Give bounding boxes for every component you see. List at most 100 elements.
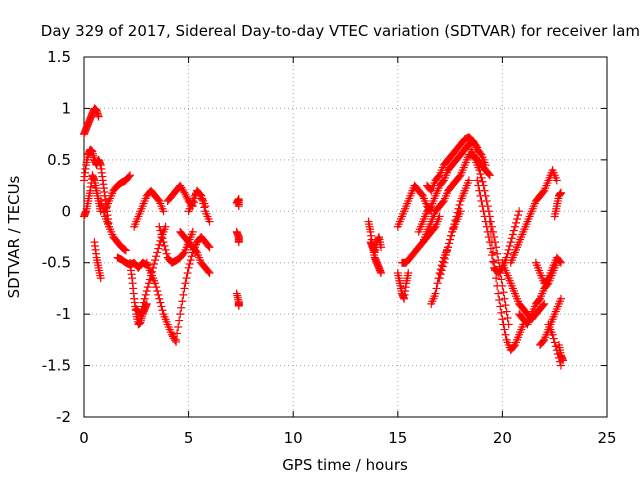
x-tick-label: 0 bbox=[79, 429, 89, 447]
data-point bbox=[156, 298, 165, 307]
data-point bbox=[500, 325, 509, 334]
data-point bbox=[161, 245, 170, 254]
data-point bbox=[503, 314, 512, 322]
data-point bbox=[501, 330, 510, 339]
series-arc-x bbox=[393, 181, 436, 231]
data-point bbox=[175, 316, 184, 325]
data-point bbox=[159, 207, 168, 216]
data-point bbox=[179, 290, 188, 299]
data-point bbox=[205, 217, 214, 226]
data-point bbox=[510, 222, 519, 231]
data-point bbox=[138, 302, 147, 311]
y-tick-label: 0 bbox=[61, 202, 71, 220]
data-point bbox=[173, 329, 182, 338]
data-point bbox=[477, 197, 486, 205]
data-point bbox=[431, 289, 440, 298]
series-arc-d bbox=[90, 238, 105, 283]
axis-ticks bbox=[83, 56, 608, 418]
series-arc-ae bbox=[467, 145, 513, 329]
data-point bbox=[501, 301, 510, 310]
data-point bbox=[234, 301, 243, 310]
series-arc-a bbox=[80, 104, 103, 139]
data-point bbox=[475, 186, 484, 195]
series-arc-aa bbox=[418, 150, 494, 247]
data-point bbox=[486, 227, 495, 236]
data-point bbox=[494, 289, 503, 298]
data-point bbox=[506, 238, 515, 247]
data-point bbox=[152, 252, 161, 261]
data-point bbox=[205, 269, 214, 277]
data-point bbox=[136, 310, 145, 319]
data-point bbox=[234, 202, 243, 211]
data-point bbox=[204, 242, 213, 250]
data-point bbox=[556, 294, 565, 303]
data-point bbox=[139, 298, 148, 307]
data-point bbox=[446, 235, 455, 244]
series-arc-q bbox=[188, 233, 214, 257]
data-point bbox=[377, 269, 386, 277]
data-point bbox=[502, 307, 511, 316]
data-point bbox=[155, 240, 164, 249]
data-point bbox=[539, 301, 548, 310]
data-point bbox=[479, 207, 488, 216]
y-tick-label: -1 bbox=[56, 305, 71, 323]
data-point bbox=[156, 226, 165, 235]
data-point bbox=[473, 176, 482, 185]
series-arc-am bbox=[544, 320, 565, 370]
data-point bbox=[478, 202, 487, 211]
data-point bbox=[158, 306, 167, 315]
data-point bbox=[492, 243, 501, 252]
data-point bbox=[377, 243, 386, 252]
data-point bbox=[96, 197, 105, 205]
data-point bbox=[473, 143, 482, 152]
data-point bbox=[494, 256, 503, 265]
series-arc-p bbox=[184, 186, 214, 226]
data-point bbox=[120, 245, 129, 254]
data-point bbox=[181, 190, 190, 199]
y-tick-label: -1.5 bbox=[42, 357, 71, 375]
data-point bbox=[198, 195, 207, 204]
data-point bbox=[442, 247, 451, 256]
series-arc-ao bbox=[554, 341, 568, 365]
data-point bbox=[476, 170, 485, 178]
data-point bbox=[436, 270, 445, 279]
data-point bbox=[185, 260, 194, 268]
data-point bbox=[205, 243, 214, 252]
data-point bbox=[552, 176, 561, 185]
data-point bbox=[485, 171, 494, 180]
data-point bbox=[474, 181, 483, 190]
data-point bbox=[157, 302, 166, 311]
data-point bbox=[477, 173, 486, 182]
data-point bbox=[498, 315, 507, 324]
data-point bbox=[183, 269, 192, 277]
data-point bbox=[550, 338, 559, 347]
series-arc-w bbox=[393, 269, 413, 303]
data-point bbox=[182, 192, 191, 201]
y-tick-label: -2 bbox=[56, 408, 71, 426]
data-point bbox=[188, 227, 197, 236]
data-point bbox=[199, 199, 208, 208]
data-point bbox=[472, 141, 481, 150]
series-arc-ab bbox=[423, 133, 482, 195]
data-point bbox=[508, 230, 517, 239]
data-point bbox=[448, 227, 457, 236]
data-point bbox=[137, 306, 146, 315]
data-point bbox=[485, 217, 494, 226]
data-point bbox=[180, 284, 189, 293]
data-point bbox=[444, 243, 453, 252]
data-point bbox=[177, 303, 186, 312]
data-point bbox=[151, 279, 160, 288]
data-points bbox=[80, 104, 568, 370]
data-point bbox=[441, 251, 450, 259]
data-point bbox=[94, 112, 103, 121]
data-point bbox=[505, 242, 514, 250]
data-point bbox=[555, 257, 564, 266]
data-point bbox=[141, 290, 150, 299]
data-point bbox=[549, 334, 558, 343]
data-point bbox=[476, 191, 485, 200]
data-point bbox=[478, 177, 487, 186]
series-arc-r bbox=[232, 194, 243, 211]
data-point bbox=[559, 356, 568, 365]
data-point bbox=[154, 290, 163, 299]
data-point bbox=[493, 281, 502, 290]
